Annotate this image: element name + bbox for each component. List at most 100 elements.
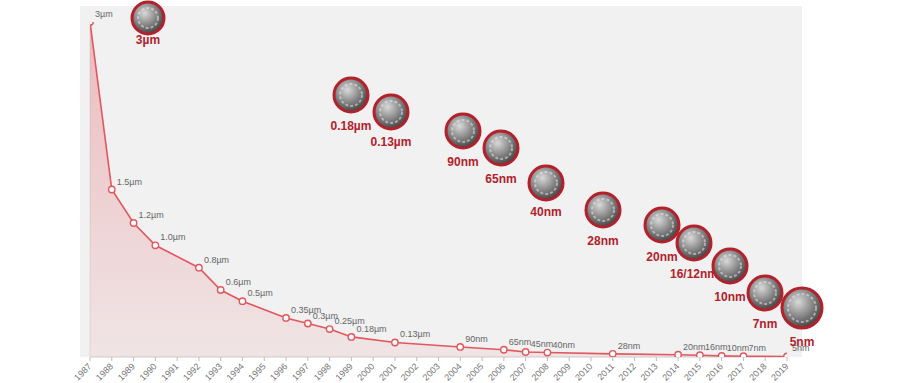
data-label: 20nm xyxy=(683,342,706,352)
callout-texture xyxy=(754,282,776,304)
x-tick xyxy=(743,357,744,361)
callout-image xyxy=(446,114,480,148)
point xyxy=(196,264,202,270)
callout-texture xyxy=(452,120,474,142)
x-tick xyxy=(394,357,395,361)
data-label: 10nm xyxy=(727,343,750,353)
callout-label: 65nm xyxy=(485,172,516,186)
callout-texture xyxy=(535,172,557,194)
point xyxy=(740,353,746,357)
x-tick-label: 2002 xyxy=(399,361,420,382)
x-tick xyxy=(242,357,243,361)
data-label: 0.5µm xyxy=(247,288,272,298)
x-tick xyxy=(416,357,417,361)
data-label: 7nm xyxy=(748,343,766,353)
point xyxy=(326,326,332,332)
callout-texture xyxy=(651,214,673,236)
data-label: 28nm xyxy=(618,341,641,351)
x-tick xyxy=(111,357,112,361)
callout-texture xyxy=(490,137,512,159)
point xyxy=(283,315,289,321)
x-tick-label: 2016 xyxy=(704,361,725,382)
x-tick xyxy=(286,357,287,361)
x-tick xyxy=(590,357,591,361)
x-tick-label: 1994 xyxy=(225,361,246,382)
x-tick-label: 2000 xyxy=(355,361,376,382)
x-tick-label: 1998 xyxy=(312,361,333,382)
data-label: 40nm xyxy=(552,340,575,350)
series xyxy=(90,22,787,357)
data-label: 1.5µm xyxy=(117,177,142,187)
callout-label: 20nm xyxy=(646,250,677,264)
x-tick-label: 2003 xyxy=(421,361,442,382)
callout-image xyxy=(334,78,368,112)
data-label: 3µm xyxy=(95,9,113,19)
data-label: 0.13µm xyxy=(400,329,430,339)
callout-image xyxy=(713,249,747,283)
x-tick xyxy=(438,357,439,361)
x-tick-label: 1988 xyxy=(94,361,115,382)
callout-texture xyxy=(138,8,158,28)
callout-texture xyxy=(719,255,741,277)
x-tick xyxy=(307,357,308,361)
point xyxy=(784,353,787,357)
x-tick xyxy=(569,357,570,361)
x-tick xyxy=(264,357,265,361)
x-tick xyxy=(220,357,221,361)
callout-label: 3µm xyxy=(136,33,160,47)
x-tick xyxy=(656,357,657,361)
x-tick xyxy=(787,357,788,361)
callout-label: 16/12nm xyxy=(670,267,718,281)
x-tick xyxy=(547,357,548,361)
x-tick xyxy=(90,357,91,361)
data-label: 90nm xyxy=(465,334,488,344)
x-tick xyxy=(634,357,635,361)
x-tick-label: 1996 xyxy=(268,361,289,382)
x-tick xyxy=(351,357,352,361)
x-tick-label: 2008 xyxy=(530,361,551,382)
x-tick-label: 2004 xyxy=(442,361,463,382)
x-tick-label: 2017 xyxy=(726,361,747,382)
callout-image xyxy=(677,226,711,260)
callout-texture xyxy=(788,294,816,322)
callout-texture xyxy=(340,84,362,106)
x-tick-label: 2018 xyxy=(747,361,768,382)
x-tick xyxy=(765,357,766,361)
point xyxy=(239,298,245,304)
callout-label: 0.18µm xyxy=(331,119,372,133)
x-tick xyxy=(699,357,700,361)
x-tick-label: 1989 xyxy=(116,361,137,382)
x-tick-label: 1993 xyxy=(203,361,224,382)
callout-image xyxy=(748,276,782,310)
area xyxy=(90,22,787,357)
data-label: 65nm xyxy=(509,337,532,347)
data-label: 45nm xyxy=(531,339,554,349)
x-tick xyxy=(177,357,178,361)
plot-background xyxy=(80,6,802,357)
callout-image xyxy=(586,193,620,227)
x-tick xyxy=(198,357,199,361)
point xyxy=(522,349,528,355)
point xyxy=(90,22,93,25)
x-tick xyxy=(460,357,461,361)
line xyxy=(90,22,787,356)
x-tick-label: 2019 xyxy=(769,361,790,382)
callout-image xyxy=(782,288,822,328)
data-label: 1.2µm xyxy=(139,210,164,220)
callout-image xyxy=(484,131,518,165)
callout-label: 28nm xyxy=(587,234,618,248)
point xyxy=(501,347,507,353)
x-tick xyxy=(678,357,679,361)
callout-image xyxy=(645,208,679,242)
x-tick-label: 1995 xyxy=(246,361,267,382)
callout-label: 7nm xyxy=(753,317,778,331)
callout-image xyxy=(132,2,164,34)
callout-label: 40nm xyxy=(530,205,561,219)
x-tick-label: 2005 xyxy=(464,361,485,382)
x-tick-label: 2011 xyxy=(595,361,616,382)
point xyxy=(305,320,311,326)
callout-texture xyxy=(380,101,402,123)
x-tick-label: 2007 xyxy=(508,361,529,382)
x-tick-label: 2013 xyxy=(638,361,659,382)
callout-label: 5nm xyxy=(790,335,815,349)
